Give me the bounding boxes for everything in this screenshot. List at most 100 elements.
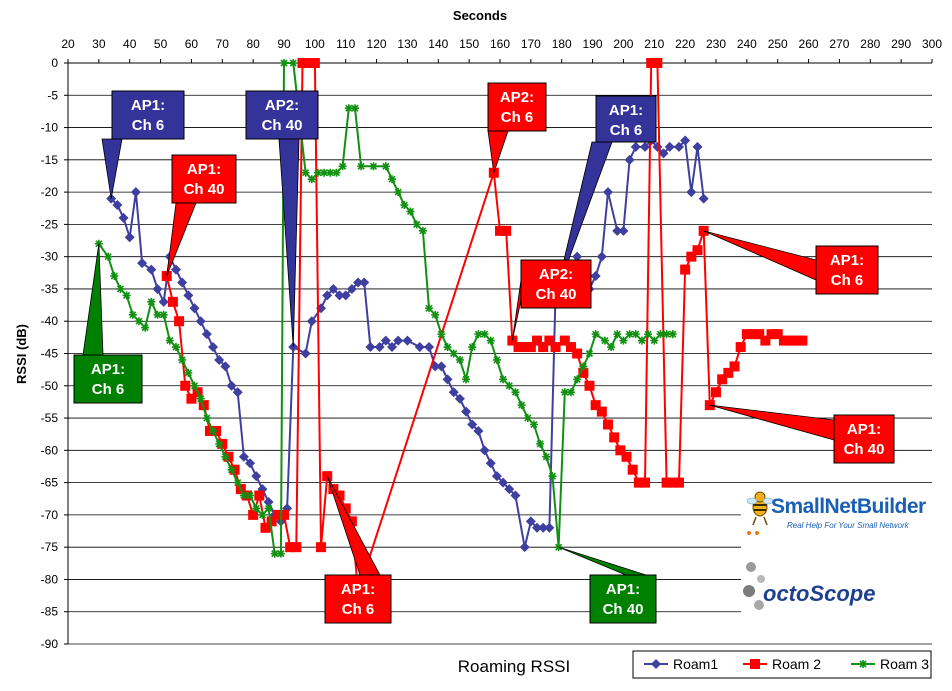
star-marker-stroke [196, 394, 205, 403]
data-point [627, 464, 638, 475]
x-tick-label: 190 [583, 37, 603, 51]
star-marker-stroke [425, 304, 434, 313]
data-point [473, 425, 484, 436]
data-point [226, 380, 237, 391]
bee-mascot-icon [746, 491, 774, 535]
data-point [607, 343, 616, 352]
data-point [644, 330, 653, 339]
callout-line1: AP2: [500, 89, 534, 106]
data-point [233, 478, 242, 487]
data-point [393, 335, 404, 346]
data-point [729, 361, 740, 372]
callout-line1: AP1: [830, 252, 864, 269]
x-tick-label: 100 [305, 37, 325, 51]
data-point [735, 342, 746, 353]
data-point [544, 335, 555, 346]
star-marker-stroke [280, 59, 288, 67]
y-tick-label: -80 [41, 572, 59, 586]
callout-8: AP1: Ch 6 [324, 475, 392, 624]
data-point [754, 329, 765, 340]
callout-line1: AP1: [91, 361, 125, 378]
data-point [303, 58, 314, 68]
data-point [406, 207, 415, 216]
callout-box [245, 90, 319, 140]
data-point [495, 225, 505, 236]
data-point [167, 296, 178, 307]
data-point [625, 330, 634, 339]
data-point [118, 212, 129, 223]
callout-line2: Ch 6 [132, 117, 165, 134]
data-point [232, 387, 243, 398]
callout-line1: AP1: [131, 97, 165, 114]
data-point [340, 503, 351, 514]
data-point [449, 349, 458, 358]
star-marker-stroke [474, 330, 483, 339]
data-point [624, 154, 635, 165]
star-marker-stroke [388, 175, 396, 184]
series-2 [161, 58, 808, 598]
data-point [538, 342, 549, 353]
data-point [183, 290, 194, 301]
callout-line2: Ch 6 [610, 122, 643, 139]
star-marker-stroke [227, 465, 236, 474]
x-tick-label: 260 [799, 37, 819, 51]
data-point [246, 491, 255, 500]
data-point [501, 225, 512, 236]
star-marker-stroke [613, 330, 622, 339]
x-tick-label: 90 [277, 37, 291, 51]
star-marker-stroke [172, 343, 180, 352]
callout-pointer [82, 243, 104, 356]
data-point [165, 336, 174, 345]
legend-swatch-marker [651, 659, 661, 669]
data-point [640, 477, 651, 488]
data-point [698, 193, 709, 204]
data-point [338, 162, 347, 171]
star-marker-stroke [492, 355, 501, 364]
star-marker-stroke [252, 504, 261, 513]
callout-line1: AP1: [606, 581, 640, 598]
data-point [619, 336, 628, 345]
data-point [124, 232, 135, 243]
callout-box [73, 354, 143, 404]
callout-line2: Ch 40 [536, 286, 577, 303]
callout-line2: Ch 6 [831, 272, 864, 289]
data-point [365, 342, 376, 353]
data-point [381, 162, 390, 171]
y-tick-label: -25 [41, 217, 59, 231]
data-point [772, 329, 783, 340]
star-marker-stroke [159, 310, 168, 319]
x-tick-label: 120 [367, 37, 387, 51]
data-point [180, 380, 191, 391]
data-point [668, 330, 677, 339]
star-marker-stroke [412, 220, 421, 229]
data-point [723, 367, 734, 378]
data-point [301, 168, 310, 177]
star-marker-stroke [147, 297, 156, 306]
legend-swatch-marker [750, 659, 760, 669]
x-tick-label: 70 [216, 37, 230, 51]
legend-label: Roam1 [673, 656, 718, 672]
data-point [178, 355, 187, 364]
data-point [264, 504, 273, 513]
callout-pointer [166, 202, 197, 277]
data-point [525, 342, 536, 353]
star-marker-stroke [619, 336, 628, 345]
data-point [353, 277, 364, 288]
x-tick-label: 290 [891, 37, 911, 51]
star-marker-stroke [178, 355, 187, 364]
data-point [344, 104, 353, 113]
y-tick-label: -15 [41, 153, 59, 167]
data-point [532, 335, 543, 346]
data-point [505, 381, 514, 390]
data-point [590, 271, 601, 282]
x-tick-label: 50 [154, 37, 168, 51]
legend-item-1: Roam1 [644, 656, 718, 672]
data-point [462, 375, 471, 384]
x-tick-label: 160 [490, 37, 510, 51]
data-point [766, 329, 777, 340]
callout-box [589, 574, 657, 624]
data-point [238, 451, 249, 462]
data-point [158, 296, 169, 307]
star-marker-stroke [110, 272, 119, 281]
star-marker-stroke [400, 201, 409, 210]
